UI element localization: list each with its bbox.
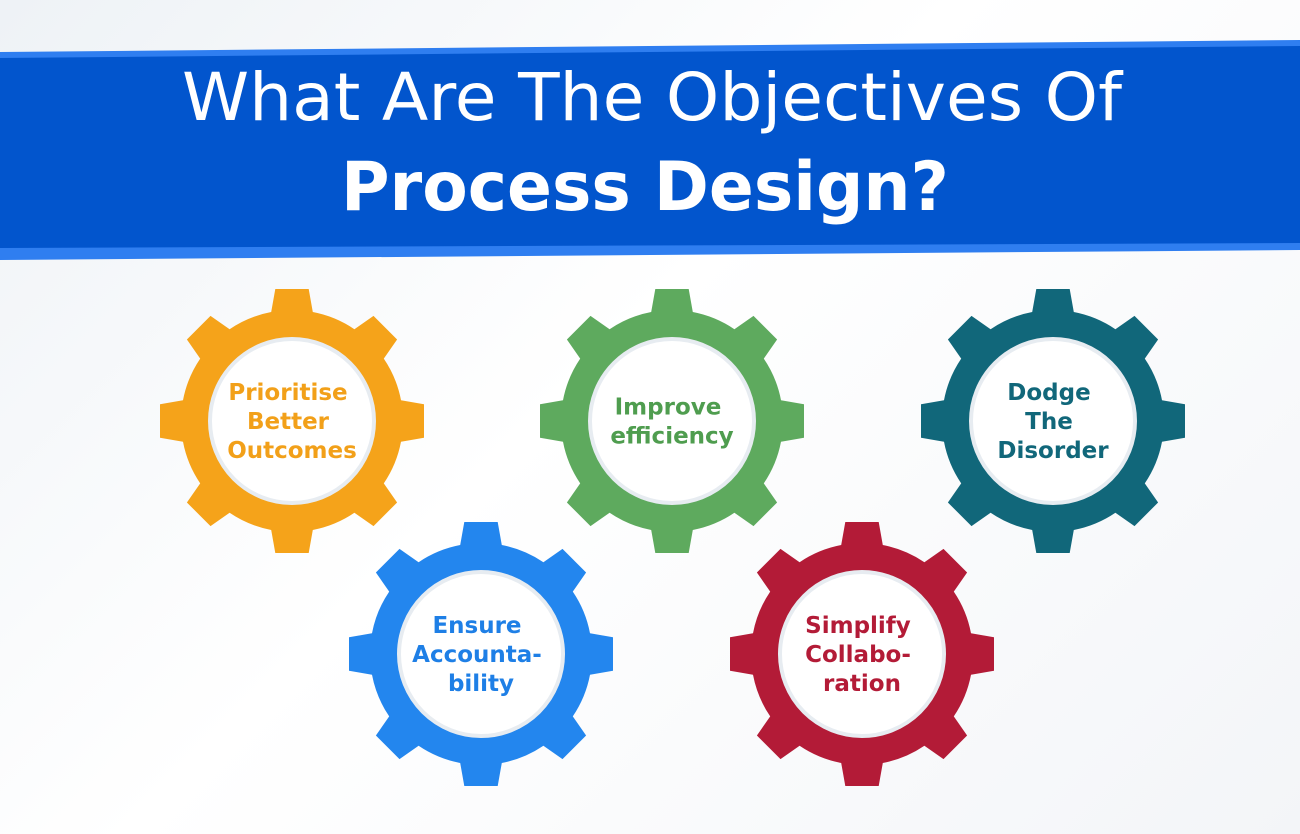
gear-hub [397,570,565,738]
gear-dodge-the-disorder: Dodge The Disorder [921,289,1185,553]
gear-hub [208,337,376,505]
gear-simplify-collaboration: Simplify Collabo- ration [730,522,994,786]
gear-label-line: Simplify [805,613,911,639]
gear-label-line: Accounta- [412,642,542,668]
gear-label-line: efficiency [610,424,733,450]
gear-label: Prioritise Better Outcomes [227,380,357,464]
gear-label-line: Collabo- [805,642,911,668]
gear-hub [969,337,1137,505]
gear-label-line: The [1025,409,1073,435]
gear-label-line: Disorder [997,438,1109,464]
gear-label-line: Dodge [1007,380,1090,406]
gear-label-line: ration [823,671,901,697]
title-banner: What Are The Objectives Of Process Desig… [0,40,1300,260]
gear-label: Dodge The Disorder [997,380,1109,464]
banner-band [0,46,1300,248]
gear-label: Simplify Collabo- ration [805,613,919,697]
gear-improve-efficiency: Improve efficiency [540,289,804,553]
gear-label: Improve efficiency [610,395,733,450]
gear-label-line: Ensure [432,613,521,639]
objectives-gears: Prioritise Better Outcomes Improve effic… [160,289,1185,786]
gear-hub [778,570,946,738]
title-line-1: What Are The Objectives Of [182,59,1124,136]
gear-hub [588,337,756,505]
gear-label: Ensure Accounta- bility [412,613,550,697]
gear-label-line: Prioritise [228,380,347,406]
gear-label-line: Better [247,409,330,435]
gear-ensure-accountability: Ensure Accounta- bility [349,522,613,786]
gear-label-line: Improve [615,395,722,421]
gear-prioritise-better-outcomes: Prioritise Better Outcomes [160,289,424,553]
gear-label-line: bility [448,671,514,697]
gear-label-line: Outcomes [227,438,357,464]
title-line-2: Process Design? [341,148,949,227]
